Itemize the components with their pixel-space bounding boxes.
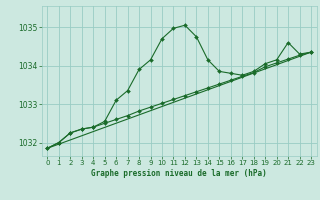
X-axis label: Graphe pression niveau de la mer (hPa): Graphe pression niveau de la mer (hPa)	[91, 169, 267, 178]
